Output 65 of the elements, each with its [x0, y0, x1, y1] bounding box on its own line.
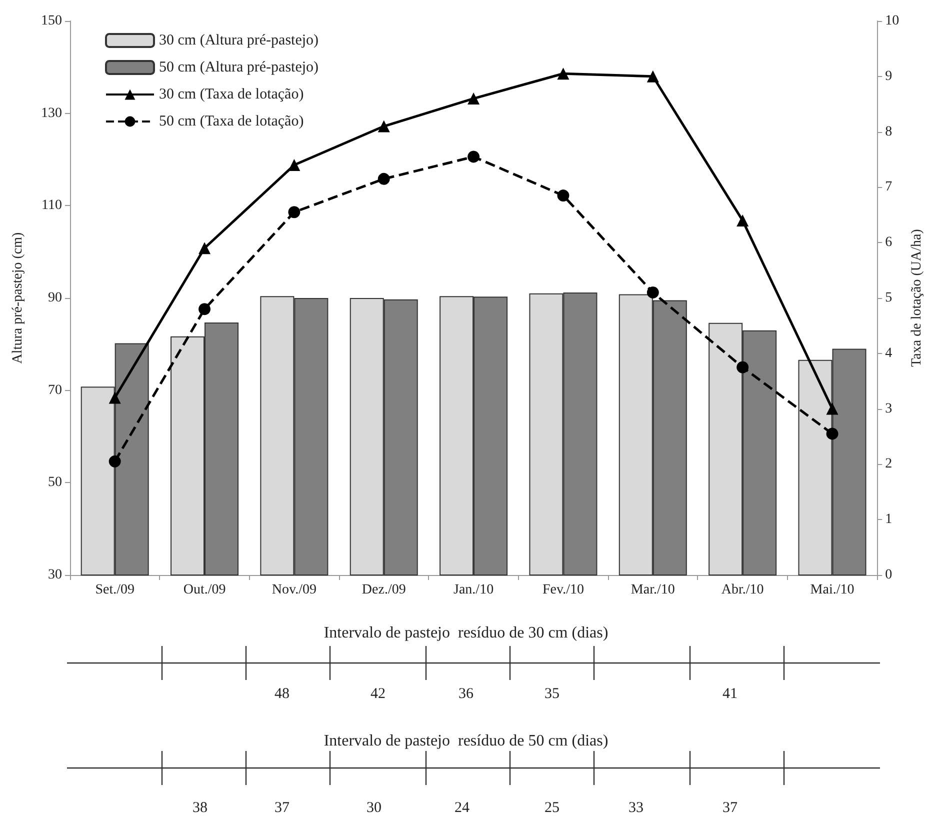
y2-tick-label: 3 — [885, 401, 892, 416]
y2-tick-label: 5 — [885, 290, 892, 306]
point — [826, 402, 838, 415]
point — [288, 206, 300, 218]
point — [557, 68, 570, 80]
text: Intervalo de pastejo resíduo de 30 cm (dias) — [324, 624, 608, 642]
x-tick-label: Set./09 — [95, 582, 134, 598]
legend-label: 30 cm (Taxa de lotação) — [159, 86, 304, 102]
y-tick-label: 70 — [48, 382, 62, 398]
y-tick-label: 130 — [41, 106, 62, 121]
x-tick-label: Dez./09 — [362, 582, 406, 598]
legend-label: 50 cm (Altura pré-pastejo) — [159, 60, 319, 76]
text: Intervalo de pastejo resíduo de 50 cm (dias) — [324, 732, 608, 750]
point — [378, 120, 390, 132]
text: 30 — [366, 800, 382, 816]
point — [736, 361, 749, 374]
point — [468, 92, 480, 105]
point — [468, 150, 480, 163]
x-tick-label: Nov./09 — [272, 582, 316, 598]
y2-tick-label: 2 — [885, 456, 892, 472]
y2-tick-label: 6 — [885, 235, 892, 250]
text: 42 — [370, 686, 386, 702]
text: 24 — [454, 800, 470, 816]
y2-tick-label: 1 — [885, 512, 892, 528]
point — [826, 428, 838, 440]
x-tick-label: Mar./10 — [630, 582, 675, 598]
text: 48 — [274, 686, 290, 702]
x-tick-label: Jan./10 — [454, 582, 494, 598]
text: 41 — [722, 686, 738, 702]
point — [198, 303, 211, 316]
x-tick-label: Abr./10 — [721, 582, 764, 598]
y2-axis-title: Taxa de lotação (UA/ha) — [910, 228, 924, 367]
legend-label: 50 cm (Taxa de lotação) — [159, 114, 304, 130]
text: 25 — [544, 800, 560, 816]
x-tick-label: Mai./10 — [810, 582, 854, 598]
point — [108, 455, 121, 468]
y2-tick-label: 10 — [885, 14, 900, 28]
point — [198, 242, 211, 254]
y2-tick-label: 8 — [885, 124, 892, 140]
x-tick-label: Out./09 — [183, 582, 226, 598]
text: 38 — [192, 800, 208, 816]
legend-label: 30 cm (Altura pré-pastejo) — [159, 32, 319, 48]
text: 37 — [722, 800, 738, 816]
point — [646, 70, 659, 82]
y-axis-title: Altura pré-pastejo (cm) — [10, 232, 26, 364]
y2-tick-label: 9 — [885, 68, 892, 84]
point — [646, 286, 659, 298]
y-tick-label: 30 — [48, 568, 62, 582]
y-tick-label: 110 — [42, 198, 62, 214]
point — [557, 190, 570, 202]
point — [736, 214, 749, 226]
y2-tick-label: 7 — [885, 180, 892, 195]
text: 33 — [628, 800, 644, 816]
text: 35 — [544, 686, 560, 702]
y-tick-label: 50 — [48, 475, 62, 490]
text: 36 — [458, 686, 474, 702]
y2-tick-label: 4 — [885, 346, 892, 361]
y2-tick-label: 0 — [885, 568, 892, 582]
y-tick-label: 150 — [41, 14, 62, 28]
text: 37 — [274, 800, 290, 816]
y-tick-label: 90 — [48, 290, 62, 306]
x-tick-label: Fev./10 — [542, 582, 584, 598]
point — [378, 172, 390, 185]
point — [108, 392, 121, 404]
point — [288, 159, 300, 172]
